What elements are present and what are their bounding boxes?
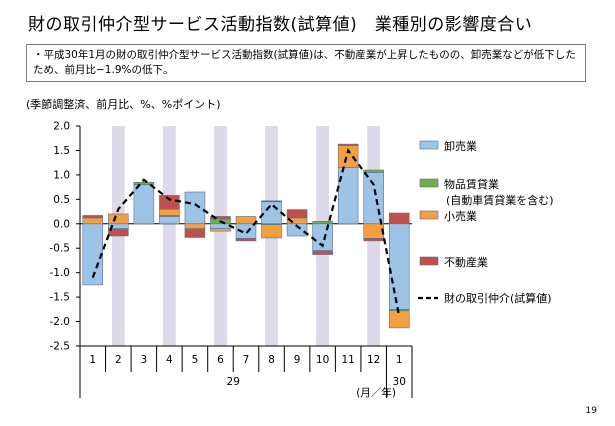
x-axis-unit-label: (月／年) [356, 386, 396, 399]
page-number: 19 [585, 406, 597, 416]
legend-swatch-wholesale [419, 140, 439, 150]
bar-goods_rental [363, 169, 384, 173]
y-tick-label: 1.0 [53, 169, 70, 181]
bar-real_estate [184, 228, 206, 238]
bar-retail [159, 208, 180, 216]
legend-label: 物品賃貸業 [444, 177, 499, 191]
year-label: 30 [393, 376, 406, 388]
bar-retail [184, 223, 206, 229]
y-tick-label: -1.0 [50, 267, 71, 279]
y-tick-label: 0.5 [53, 194, 70, 206]
x-tick-label: 5 [192, 354, 199, 366]
x-tick-label: 2 [115, 354, 122, 366]
bar-real_estate [388, 212, 410, 225]
x-tick-label: 11 [341, 354, 354, 366]
legend-label: 小売業 [444, 210, 477, 223]
bar-wholesale [363, 172, 384, 225]
bar-retail [235, 216, 257, 225]
bar-wholesale [184, 191, 206, 225]
summary-note-text: ・平成30年1月の財の取引仲介型サービス活動指数(試算値)は、不動産業が上昇した… [33, 49, 576, 76]
bar-real_estate [210, 216, 231, 220]
bar-real_estate [261, 200, 282, 203]
bar-wholesale [159, 216, 180, 225]
y-tick-label: -0.5 [50, 243, 71, 255]
legend-label: 財の取引仲介(試算値) [444, 291, 552, 305]
bar-retail [388, 310, 410, 329]
bar-retail [108, 213, 129, 225]
legend-label: 不動産業 [444, 255, 488, 269]
x-tick-label: 6 [217, 354, 224, 366]
bar-wholesale [133, 184, 155, 225]
x-tick-label: 10 [316, 354, 329, 366]
bar-real_estate [235, 238, 257, 242]
shaded-column [163, 126, 176, 346]
bar-wholesale [388, 223, 410, 310]
bar-retail [363, 223, 384, 239]
legend-swatch-goods_rental [419, 178, 439, 188]
bar-wholesale [261, 201, 282, 225]
units-label: (季節調整済、前月比、%、%ポイント) [26, 98, 221, 111]
bar-real_estate [82, 215, 104, 219]
bar-real_estate [159, 195, 180, 210]
y-tick-label: 2.0 [53, 121, 70, 133]
x-tick-label: 12 [367, 354, 380, 366]
bar-real_estate [312, 250, 333, 255]
bar-real_estate [108, 228, 129, 237]
y-tick-label: -2.5 [50, 341, 71, 353]
bar-goods_rental [312, 221, 333, 225]
legend-swatch-real_estate [419, 256, 439, 266]
y-tick-label: 0.0 [53, 218, 70, 230]
shaded-column [214, 126, 227, 346]
legend-sublabel: (自動車賃貸業を含む) [446, 193, 554, 207]
y-tick-label: -1.5 [50, 292, 71, 304]
x-tick-label: 3 [141, 354, 148, 366]
summary-note: ・平成30年1月の財の取引仲介型サービス活動指数(試算値)は、不動産業が上昇した… [26, 44, 586, 82]
x-tick-label: 1 [396, 354, 403, 366]
line-series [91, 147, 401, 317]
bar-wholesale [210, 223, 231, 229]
y-tick-label: -2.0 [50, 316, 71, 328]
bar-real_estate [286, 209, 308, 219]
x-tick-label: 4 [166, 354, 173, 366]
bar-real_estate [337, 143, 359, 146]
x-tick-label: 1 [89, 354, 96, 366]
bar-goods_rental [133, 181, 155, 185]
legend-swatch-retail [419, 210, 439, 220]
bar-real_estate [363, 238, 384, 242]
x-tick-label: 9 [294, 354, 301, 366]
bar-retail [82, 217, 104, 225]
bar-wholesale [337, 167, 359, 225]
x-tick-label: 7 [243, 354, 250, 366]
x-tick-label: 8 [268, 354, 275, 366]
year-label: 29 [227, 376, 240, 388]
y-tick-label: 1.5 [53, 145, 70, 157]
bar-retail [261, 224, 282, 239]
bar-retail [210, 228, 231, 232]
legend-label: 卸売業 [444, 139, 477, 153]
page-title: 財の取引仲介型サービス活動指数(試算値) 業種別の影響度合い [28, 15, 533, 35]
